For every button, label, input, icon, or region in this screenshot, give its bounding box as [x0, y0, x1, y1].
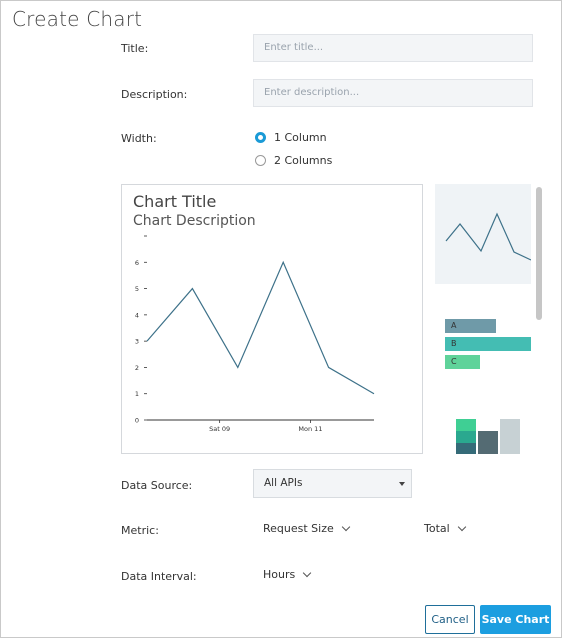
x-tick-label: Mon 11 [298, 425, 322, 433]
chevron-down-icon [341, 522, 351, 532]
stack-segment [478, 431, 498, 454]
y-tick-label: 1 [135, 390, 139, 398]
bar-label: B [451, 339, 457, 348]
save-chart-button[interactable]: Save Chart [480, 605, 551, 634]
cancel-button[interactable]: Cancel [425, 605, 475, 634]
stack-segment [456, 419, 476, 431]
bar-label: C [451, 357, 457, 366]
preview-chart-description: Chart Description [133, 213, 256, 229]
x-tick-label: Sat 09 [209, 425, 230, 433]
caret-down-icon [399, 482, 405, 486]
y-tick-label: 4 [135, 311, 139, 319]
aggregation-dropdown[interactable]: Total [424, 522, 466, 535]
y-tick-label: 2 [135, 364, 139, 372]
thumbnails-scrollbar[interactable] [536, 187, 542, 320]
data-source-label: Data Source: [121, 479, 193, 492]
chart-preview: Chart Title Chart Description 0 1 2 3 4 5 6 Sat… [121, 184, 423, 454]
series-line [146, 260, 375, 395]
line-thumbnail-icon [445, 212, 532, 261]
aggregation-value: Total [424, 522, 450, 535]
bar-thumbnail-c: C [445, 355, 480, 369]
width-option-2-columns[interactable]: 2 Columns [255, 154, 332, 167]
data-source-value: All APIs [264, 477, 303, 489]
width-option-label: 2 Columns [274, 154, 333, 167]
y-tick-label: 6 [135, 259, 139, 267]
title-label: Title: [121, 42, 149, 55]
width-label: Width: [121, 132, 157, 145]
y-tick-label: 5 [135, 285, 139, 293]
bar-label: A [451, 321, 457, 330]
stack-segment [500, 419, 520, 454]
data-interval-dropdown[interactable]: Hours [263, 568, 312, 581]
description-label: Description: [121, 88, 188, 101]
metric-label: Metric: [121, 524, 159, 537]
preview-chart-title: Chart Title [133, 192, 217, 211]
data-interval-label: Data Interval: [121, 570, 197, 583]
bar-thumbnail-a: A [445, 319, 496, 333]
radio-selected-icon[interactable] [255, 132, 266, 143]
line-chart-thumbnail[interactable] [435, 184, 532, 284]
dialog-title: Create Chart [12, 7, 143, 31]
width-option-1-column[interactable]: 1 Column [255, 131, 327, 144]
y-tick-label: 0 [135, 417, 139, 425]
stack-segment [456, 443, 476, 454]
data-source-select[interactable]: All APIs [253, 469, 412, 498]
bar-thumbnail-b: B [445, 337, 531, 351]
width-option-label: 1 Column [274, 131, 327, 144]
title-input[interactable]: Enter title... [253, 34, 533, 62]
stacked-chart-thumbnail[interactable] [456, 419, 520, 454]
interval-value: Hours [263, 568, 296, 581]
y-tick-label: 3 [135, 338, 139, 346]
metric-dropdown[interactable]: Request Size [263, 522, 351, 535]
chevron-down-icon [457, 522, 466, 532]
chevron-down-icon [302, 568, 312, 578]
description-input[interactable]: Enter description... [253, 79, 533, 107]
stack-segment [456, 431, 476, 443]
bar-chart-thumbnail[interactable]: A B C [445, 319, 535, 371]
metric-value: Request Size [263, 522, 334, 535]
line-chart: 0 1 2 3 4 5 6 Sat 09 Mon 11 [135, 235, 375, 433]
chart-type-thumbnails: A B C [434, 184, 546, 454]
radio-unselected-icon[interactable] [255, 155, 266, 166]
